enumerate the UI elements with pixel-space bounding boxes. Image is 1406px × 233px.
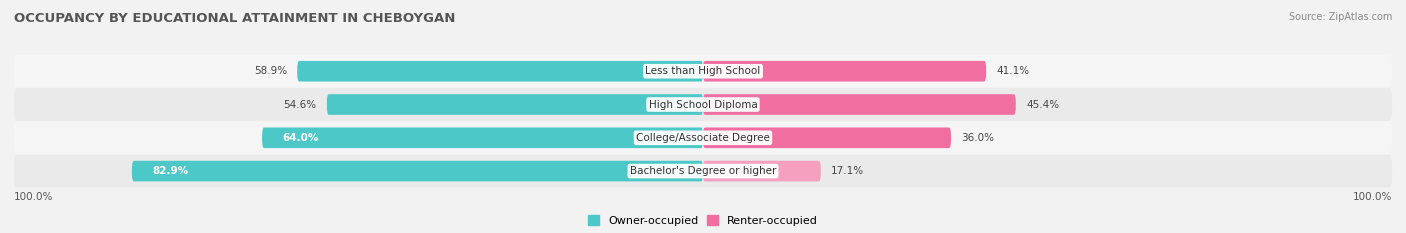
Text: Less than High School: Less than High School bbox=[645, 66, 761, 76]
Text: OCCUPANCY BY EDUCATIONAL ATTAINMENT IN CHEBOYGAN: OCCUPANCY BY EDUCATIONAL ATTAINMENT IN C… bbox=[14, 12, 456, 25]
Text: 82.9%: 82.9% bbox=[152, 166, 188, 176]
FancyBboxPatch shape bbox=[14, 155, 1392, 187]
Text: College/Associate Degree: College/Associate Degree bbox=[636, 133, 770, 143]
Legend: Owner-occupied, Renter-occupied: Owner-occupied, Renter-occupied bbox=[583, 211, 823, 230]
Text: High School Diploma: High School Diploma bbox=[648, 99, 758, 110]
FancyBboxPatch shape bbox=[297, 61, 703, 82]
Text: 100.0%: 100.0% bbox=[1353, 192, 1392, 202]
Text: Bachelor's Degree or higher: Bachelor's Degree or higher bbox=[630, 166, 776, 176]
FancyBboxPatch shape bbox=[14, 121, 1392, 154]
FancyBboxPatch shape bbox=[703, 161, 821, 182]
FancyBboxPatch shape bbox=[703, 61, 986, 82]
Text: 17.1%: 17.1% bbox=[831, 166, 865, 176]
FancyBboxPatch shape bbox=[703, 127, 950, 148]
Text: 100.0%: 100.0% bbox=[14, 192, 53, 202]
FancyBboxPatch shape bbox=[703, 94, 1015, 115]
FancyBboxPatch shape bbox=[14, 88, 1392, 121]
FancyBboxPatch shape bbox=[326, 94, 703, 115]
FancyBboxPatch shape bbox=[14, 55, 1392, 88]
Text: 64.0%: 64.0% bbox=[283, 133, 319, 143]
Text: Source: ZipAtlas.com: Source: ZipAtlas.com bbox=[1288, 12, 1392, 22]
Text: 36.0%: 36.0% bbox=[962, 133, 994, 143]
FancyBboxPatch shape bbox=[262, 127, 703, 148]
Text: 58.9%: 58.9% bbox=[253, 66, 287, 76]
Text: 54.6%: 54.6% bbox=[284, 99, 316, 110]
Text: 41.1%: 41.1% bbox=[997, 66, 1029, 76]
FancyBboxPatch shape bbox=[132, 161, 703, 182]
Text: 45.4%: 45.4% bbox=[1026, 99, 1059, 110]
